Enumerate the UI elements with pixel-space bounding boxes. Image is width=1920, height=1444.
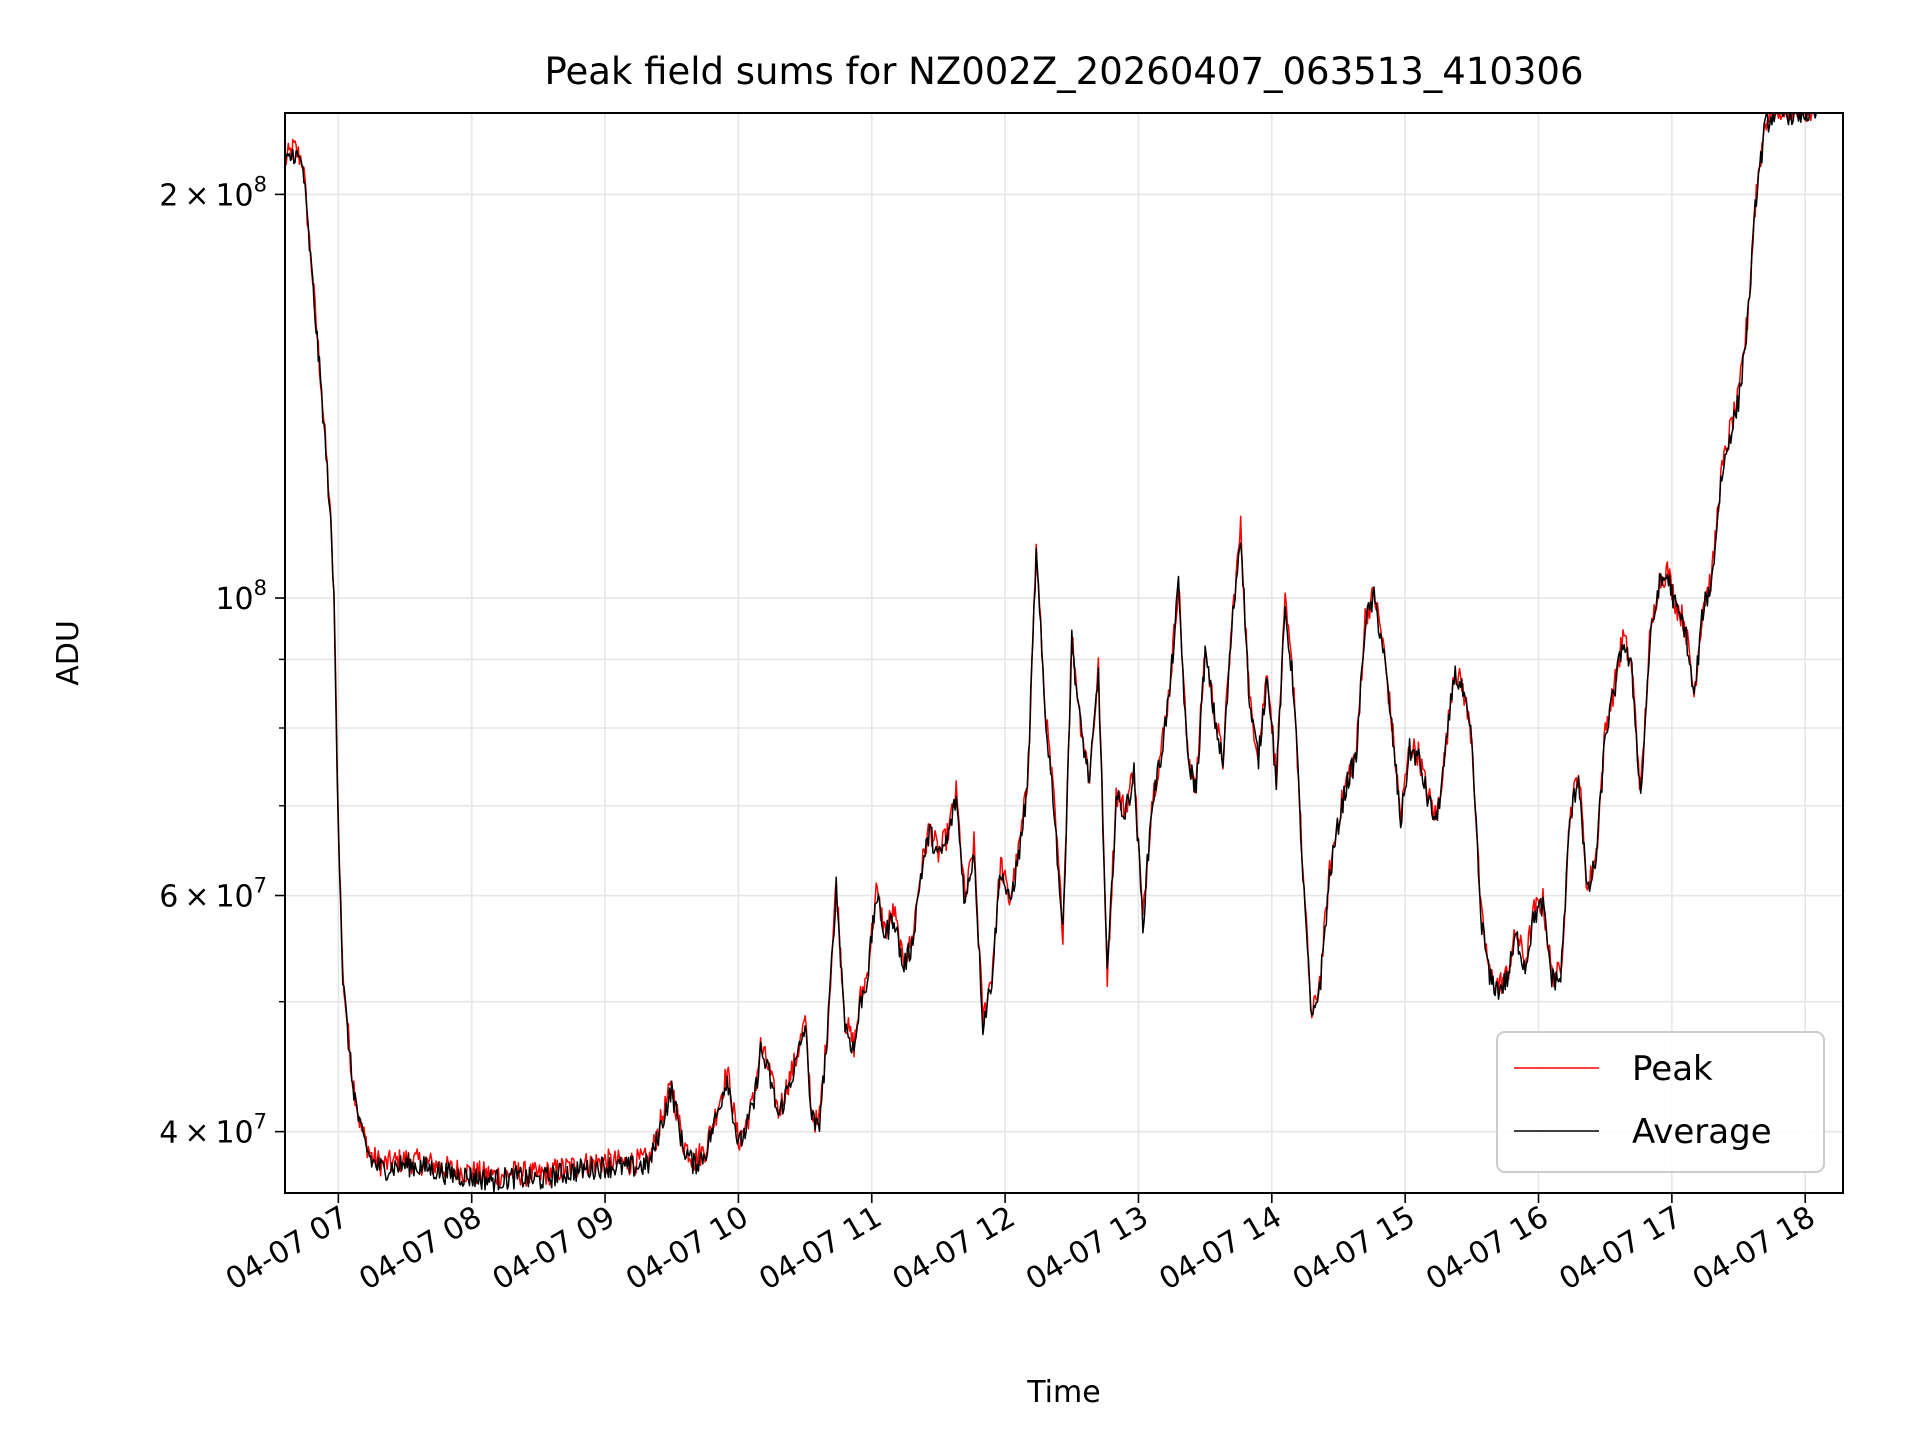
- x-tick-label: 04-07 15: [1287, 1200, 1421, 1298]
- y-tick-label: 2 × 108: [159, 172, 267, 213]
- x-tick-label: 04-07 12: [887, 1200, 1021, 1298]
- y-tick-exponent: 8: [254, 576, 267, 600]
- x-tick-label: 04-07 16: [1420, 1200, 1554, 1298]
- x-tick-label: 04-07 13: [1020, 1200, 1154, 1298]
- y-axis-label: ADU: [51, 620, 86, 686]
- x-tick-label: 04-07 07: [220, 1200, 354, 1298]
- series-lines: [284, 112, 1843, 1193]
- x-tick-label: 04-07 11: [753, 1200, 887, 1298]
- x-tick-label: 04-07 14: [1153, 1200, 1287, 1298]
- x-tick-label: 04-07 17: [1554, 1200, 1688, 1298]
- x-tick-label: 04-07 10: [620, 1200, 754, 1298]
- chart-title: Peak field sums for NZ002Z_20260407_0635…: [545, 50, 1584, 93]
- y-tick-exponent: 7: [254, 1110, 267, 1134]
- y-tick-label: 108: [215, 576, 267, 617]
- x-tick-label: 04-07 09: [487, 1200, 621, 1298]
- legend-box: [1496, 1031, 1825, 1173]
- y-tick-times: × 10: [178, 178, 253, 213]
- legend-label-peak: Peak: [1632, 1049, 1713, 1089]
- y-tick-mantissa: 6: [159, 880, 178, 915]
- x-tick-label: 04-07 18: [1687, 1200, 1821, 1298]
- y-tick-mantissa: 4: [159, 1116, 178, 1151]
- legend-label-average: Average: [1632, 1112, 1772, 1152]
- x-tick-label: 04-07 08: [353, 1200, 487, 1298]
- plot-frame: [284, 112, 1844, 1194]
- y-tick-exponent: 7: [254, 874, 267, 898]
- legend: Peak Average: [1496, 1031, 1825, 1173]
- series-line-average: [284, 112, 1843, 1193]
- y-tick-times: × 10: [178, 1116, 253, 1151]
- x-axis-label: Time: [1026, 1375, 1100, 1410]
- y-tick-label: 6 × 107: [159, 874, 267, 915]
- y-tick-times: × 10: [178, 880, 253, 915]
- y-tick-label: 4 × 107: [159, 1110, 267, 1151]
- y-tick-base: 10: [215, 582, 253, 617]
- y-tick-exponent: 8: [254, 172, 267, 196]
- y-tick-mantissa: 2: [159, 178, 178, 213]
- series-line-peak: [284, 112, 1843, 1188]
